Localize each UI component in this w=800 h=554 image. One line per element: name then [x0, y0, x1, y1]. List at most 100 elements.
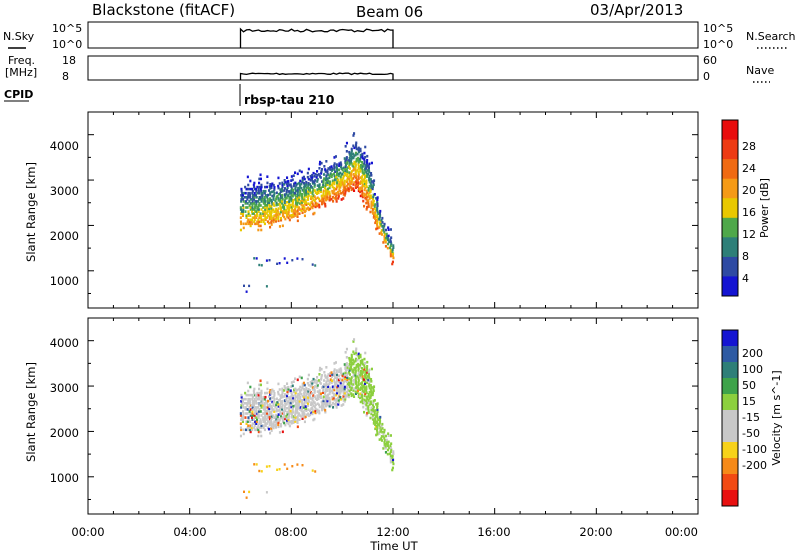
power-cell	[370, 184, 373, 187]
velocity-colorbar-swatch	[722, 346, 738, 363]
velocity-cell	[333, 374, 336, 377]
velocity-cell	[384, 444, 387, 448]
power-cell	[262, 200, 265, 203]
power-cell	[262, 189, 265, 193]
velocity-cell	[254, 393, 257, 397]
power-cell	[285, 192, 288, 196]
velocity-cell	[266, 410, 269, 413]
velocity-cell	[268, 411, 271, 415]
power-cell	[303, 194, 306, 197]
power-cell	[356, 179, 359, 182]
velocity-cell	[282, 410, 285, 413]
power-cell	[263, 198, 266, 201]
power-cell	[260, 228, 263, 232]
power-cell	[288, 200, 291, 203]
power-cell	[241, 194, 244, 197]
power-cell	[339, 190, 342, 193]
power-cell	[357, 167, 360, 170]
power-cell	[365, 189, 368, 193]
power-cell	[319, 160, 322, 164]
velocity-cell	[356, 385, 359, 388]
velocity-cell	[258, 387, 261, 391]
velocity-cell	[309, 403, 312, 406]
power-cell	[364, 174, 367, 177]
velocity-cell	[273, 410, 276, 413]
velocity-cell	[242, 414, 245, 417]
power-cell	[281, 183, 284, 187]
velocity-colorbar-swatch	[722, 426, 738, 443]
power-cell	[366, 191, 369, 195]
velocity-cell	[296, 417, 299, 420]
power-cell	[369, 188, 372, 191]
power-cell	[269, 193, 272, 196]
velocity-cell	[279, 402, 282, 406]
power-cell	[335, 185, 338, 189]
power-cell	[292, 198, 295, 202]
velocity-cell	[277, 425, 280, 429]
power-cell	[306, 175, 309, 179]
velocity-cell	[389, 444, 392, 447]
power-cell	[318, 203, 321, 207]
velocity-cell	[290, 381, 293, 384]
nsearch-label: N.Search	[746, 30, 796, 43]
power-cell	[242, 204, 245, 207]
power-cell	[249, 202, 252, 205]
power-cell	[344, 167, 347, 171]
velocity-cell	[354, 390, 357, 393]
power-cell	[346, 172, 349, 175]
velocity-cell	[294, 399, 297, 403]
velocity-cell	[333, 386, 336, 390]
velocity-cell	[390, 448, 393, 452]
velocity-cell	[278, 431, 281, 434]
power-cell	[287, 210, 290, 214]
power-cell	[362, 184, 365, 188]
power-cell	[270, 223, 273, 226]
velocity-cell	[313, 405, 316, 409]
velocity-colorbar-swatch	[722, 410, 738, 427]
power-cell	[365, 183, 368, 187]
power-cell	[333, 178, 336, 182]
power-cell	[294, 187, 297, 191]
power-cell	[249, 198, 252, 201]
velocity-cell	[303, 400, 306, 403]
velocity-cell	[304, 395, 307, 398]
power-cell	[366, 173, 369, 176]
power-cell	[342, 197, 345, 200]
velocity-cell	[368, 368, 371, 372]
power-cell	[379, 214, 382, 217]
power-cell	[310, 205, 313, 209]
power-cell	[264, 185, 267, 189]
velocity-cell	[335, 400, 338, 403]
velocity-cell	[268, 391, 271, 394]
power-cell	[284, 217, 287, 221]
power-cell	[285, 209, 288, 212]
velocity-cell	[389, 458, 392, 462]
power-cell	[357, 148, 360, 152]
velocity-cell	[339, 371, 342, 375]
velocity-cell	[243, 402, 246, 405]
power-cell	[288, 196, 291, 199]
power-cell	[256, 206, 259, 209]
velocity-cell	[365, 399, 368, 403]
power-cell	[275, 191, 278, 195]
velocity-cell	[322, 391, 325, 394]
velocity-cell	[371, 391, 374, 395]
power-cell	[271, 190, 274, 194]
power-cb-tick-8: 8	[742, 250, 749, 263]
power-cell	[274, 218, 277, 221]
power-cell	[264, 216, 267, 219]
velocity-cell	[270, 404, 273, 408]
velocity-cell	[240, 395, 243, 399]
velocity-cell	[251, 414, 254, 417]
velocity-cell	[246, 426, 249, 430]
velocity-cell	[367, 405, 370, 408]
velocity-cell	[359, 388, 362, 391]
velocity-cell	[292, 404, 295, 408]
velocity-cell	[335, 371, 338, 374]
power-cell	[299, 192, 302, 195]
velocity-cell	[353, 381, 356, 384]
velocity-cell	[389, 452, 392, 456]
power-cell	[268, 203, 271, 206]
nsky-panel: N.Sky 10^5 10^0 10^5 10^0 N.Search	[3, 21, 796, 51]
power-cell	[343, 157, 346, 160]
